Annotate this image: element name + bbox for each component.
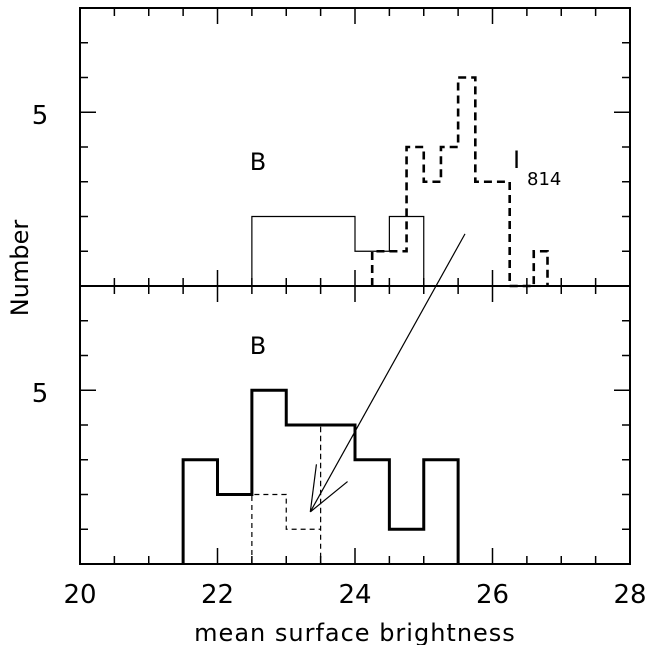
- x-tick-label: 20: [63, 580, 96, 610]
- top-panel-label: B: [250, 148, 266, 176]
- x-tick-label: 24: [338, 580, 371, 610]
- x-tick-label: 22: [201, 580, 234, 610]
- bottom-panel-label: B: [250, 332, 266, 360]
- histogram-series-bottom-thick-solid: [181, 388, 460, 564]
- histogram-series-top-thin-solid: [251, 215, 425, 286]
- arrow-annotation: [309, 233, 466, 513]
- x-axis-label: mean surface brightness: [194, 619, 516, 645]
- top-ytick-label: 5: [32, 101, 49, 131]
- histogram-series: [181, 76, 549, 564]
- i814-label: I: [513, 146, 520, 174]
- bottom-ytick-label: 5: [32, 379, 49, 409]
- i814-subscript: 814: [527, 169, 561, 190]
- histogram-series-top-thick-dashed: [370, 76, 549, 288]
- histogram-series-bottom-thin-dashed: [251, 425, 322, 564]
- x-tick-label: 26: [476, 580, 509, 610]
- x-tick-label: 28: [613, 580, 646, 610]
- arrow-shaft: [309, 233, 466, 513]
- axis-ticks: [80, 8, 630, 564]
- arrow-head: [309, 464, 318, 512]
- arrow-head: [309, 481, 348, 513]
- x-tick-labels: 20 22 24 26 28: [63, 580, 646, 610]
- y-axis-label: Number: [6, 220, 34, 317]
